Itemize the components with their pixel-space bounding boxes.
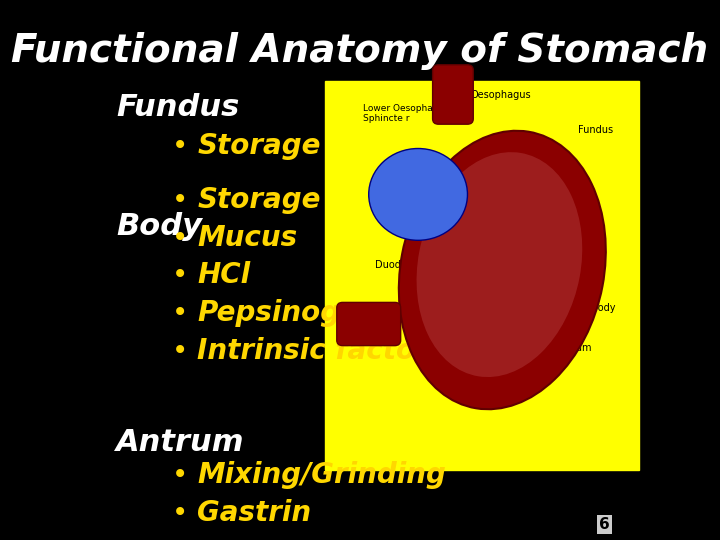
Text: Antrum: Antrum	[116, 428, 245, 457]
Ellipse shape	[417, 152, 582, 377]
Text: •: •	[172, 132, 188, 160]
Text: 6: 6	[599, 517, 610, 532]
Text: Lower Oesophageal
Sphincte r: Lower Oesophageal Sphincte r	[363, 104, 452, 123]
Text: •: •	[172, 461, 188, 489]
Text: Body: Body	[116, 212, 202, 241]
Text: •: •	[172, 224, 188, 252]
Text: HCl: HCl	[197, 261, 251, 289]
FancyBboxPatch shape	[433, 65, 473, 124]
Text: •: •	[172, 261, 188, 289]
Text: Storage: Storage	[197, 186, 321, 214]
Text: •: •	[172, 337, 188, 365]
Text: •: •	[172, 499, 188, 527]
FancyBboxPatch shape	[325, 81, 639, 470]
Text: Fundus: Fundus	[577, 125, 613, 134]
Text: Gastrin: Gastrin	[197, 499, 312, 527]
Text: Fundus: Fundus	[116, 93, 239, 123]
Text: Mixing/Grinding: Mixing/Grinding	[197, 461, 446, 489]
Ellipse shape	[399, 131, 606, 409]
Text: •: •	[172, 299, 188, 327]
Text: •: •	[172, 186, 188, 214]
Text: Pylorus: Pylorus	[415, 272, 451, 281]
Text: Intrinsic factor: Intrinsic factor	[197, 337, 429, 365]
Text: Antrum: Antrum	[556, 343, 593, 353]
Circle shape	[369, 148, 467, 240]
FancyBboxPatch shape	[337, 302, 400, 346]
Text: Storage: Storage	[197, 132, 321, 160]
Text: Functional Anatomy of Stomach: Functional Anatomy of Stomach	[12, 32, 708, 70]
Text: Mucus: Mucus	[197, 224, 297, 252]
Text: Pepsinogen: Pepsinogen	[197, 299, 379, 327]
Text: Body: Body	[591, 303, 616, 313]
Text: Duodenum: Duodenum	[374, 260, 428, 269]
Text: Oesophagus: Oesophagus	[470, 90, 531, 99]
